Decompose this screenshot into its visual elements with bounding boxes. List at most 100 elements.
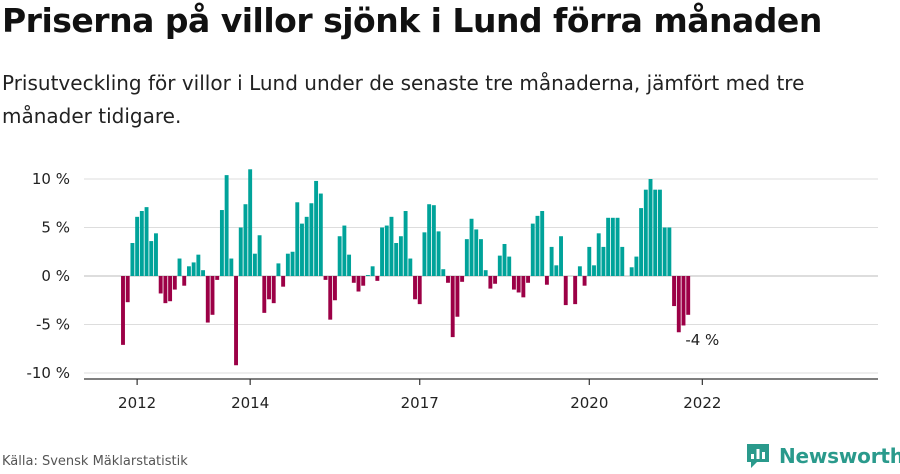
bar <box>219 210 224 276</box>
bar <box>540 211 545 276</box>
bar <box>403 211 408 276</box>
y-tick-label: 0 % <box>41 267 70 285</box>
bar <box>370 266 375 276</box>
bar <box>648 179 653 276</box>
bar <box>643 189 648 276</box>
bar <box>479 239 483 276</box>
bar <box>530 223 535 276</box>
bar <box>295 202 300 276</box>
bar <box>196 254 201 276</box>
bar <box>488 276 493 289</box>
bar <box>554 265 559 276</box>
bar <box>549 246 554 276</box>
chart-subtitle: Prisutveckling för villor i Lund under d… <box>2 71 805 128</box>
bar <box>639 208 644 276</box>
bar <box>464 239 469 276</box>
bar <box>224 175 229 276</box>
bar <box>154 233 158 276</box>
x-tick-label: 2012 <box>118 394 156 412</box>
bar <box>455 276 460 317</box>
bar <box>686 276 691 315</box>
y-tick-label: -10 % <box>26 364 70 382</box>
bar <box>168 276 173 302</box>
bar <box>615 217 620 276</box>
bar <box>347 254 352 276</box>
bar <box>177 258 182 276</box>
bar <box>186 266 191 276</box>
bar <box>417 276 422 305</box>
chart-title: Priserna på villor sjönk i Lund förra må… <box>2 1 822 40</box>
bar <box>300 223 304 276</box>
bar <box>191 262 196 276</box>
bar <box>394 243 399 276</box>
bar <box>662 227 667 276</box>
bar <box>601 246 606 276</box>
bar <box>483 270 488 276</box>
bar <box>610 217 615 276</box>
bar <box>422 232 427 276</box>
bar <box>238 227 243 276</box>
bar <box>342 225 347 276</box>
source-note: Källa: Svensk Mäklarstatistik <box>2 454 188 469</box>
bar <box>384 225 389 276</box>
x-tick-label: 2022 <box>683 394 721 412</box>
bar <box>135 216 140 276</box>
newsworthy-bar-chart-icon <box>747 444 769 468</box>
bar <box>210 276 215 315</box>
y-tick-label: 5 % <box>41 219 70 237</box>
labels: 10 % 5 % 0 % -5 % -10 % 2012 2014 2017 2020 2022 -… <box>26 170 721 412</box>
bar <box>408 258 413 276</box>
bar <box>380 227 384 276</box>
bar <box>577 266 582 276</box>
last-value-annotation: -4 % <box>685 331 719 349</box>
bar <box>229 258 234 276</box>
bar <box>328 276 333 320</box>
bar <box>337 236 342 276</box>
bar <box>427 204 432 276</box>
bar <box>634 256 639 276</box>
bar <box>676 276 681 333</box>
bar <box>526 276 531 283</box>
bar <box>544 276 549 285</box>
bar <box>474 229 479 276</box>
bar <box>309 203 314 276</box>
bar <box>507 256 512 276</box>
bar <box>172 276 177 290</box>
brand-logo[interactable]: Newsworthy <box>745 441 900 471</box>
bar <box>681 276 686 326</box>
bar <box>276 263 281 276</box>
bar <box>361 276 366 286</box>
x-tick-label: 2014 <box>231 394 269 412</box>
bar <box>205 276 210 323</box>
bar <box>285 253 290 276</box>
bar <box>502 243 507 276</box>
bar <box>121 276 125 345</box>
bar <box>535 215 540 276</box>
bar <box>351 276 356 283</box>
bar <box>398 236 403 276</box>
bar <box>130 243 135 276</box>
bar <box>582 276 587 286</box>
bar <box>521 276 526 298</box>
bar <box>667 227 672 276</box>
bar <box>375 276 380 281</box>
bar <box>304 216 309 276</box>
bar <box>657 189 662 276</box>
bar <box>497 255 502 276</box>
bar <box>469 218 474 276</box>
bar <box>163 276 168 304</box>
bar <box>139 211 144 276</box>
bar <box>314 180 319 276</box>
axes <box>84 378 878 385</box>
bar <box>450 276 455 338</box>
bar <box>446 276 450 283</box>
bar <box>431 205 436 276</box>
y-tick-label: 10 % <box>32 170 70 188</box>
bar <box>333 276 337 301</box>
bar <box>629 267 634 276</box>
bar <box>672 276 677 307</box>
bar <box>587 246 592 276</box>
bar <box>243 204 248 276</box>
bar <box>252 253 257 276</box>
